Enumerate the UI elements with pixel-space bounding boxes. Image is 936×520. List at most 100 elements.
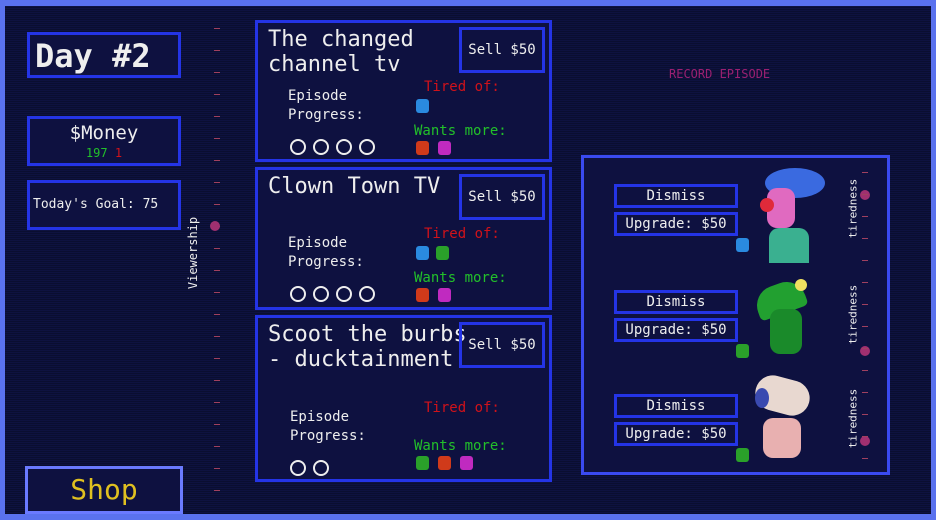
progress-slot: [359, 139, 375, 155]
progress-slot: [313, 460, 329, 476]
viewership-tick: [214, 138, 220, 139]
show-title: The changed channel tv: [268, 27, 414, 77]
upgrade-button[interactable]: Upgrade: $50: [614, 318, 738, 342]
show-card: Scoot the burbs - ducktainment Sell $50 …: [255, 315, 552, 482]
tiredness-tick: [862, 348, 868, 349]
viewership-tick: [214, 424, 220, 425]
tiredness-tick: [862, 326, 868, 327]
viewership-marker: [210, 221, 220, 231]
dismiss-button[interactable]: Dismiss: [614, 290, 738, 314]
tiredness-label: tiredness: [846, 388, 860, 449]
pink-blob-icon: [438, 141, 451, 155]
show-card: The changed channel tv Sell $50 Episode …: [255, 20, 552, 162]
viewership-tick: [214, 72, 220, 73]
tiredness-tick: [862, 392, 868, 393]
episode-progress: [290, 460, 336, 480]
episode-progress-label: Episode Progress:: [290, 409, 366, 444]
goal-label: Today's Goal: 75: [33, 197, 159, 212]
show-card: Clown Town TV Sell $50 Episode Progress:…: [255, 167, 552, 310]
viewership-label: Viewership: [186, 216, 201, 290]
viewership-tick: [214, 468, 220, 469]
money-value: 197: [85, 146, 108, 160]
pink-blob-icon: [460, 456, 473, 470]
viewership-tick: [214, 270, 220, 271]
money-box: $Money 197 1: [27, 116, 181, 166]
sell-button[interactable]: Sell $50: [459, 174, 545, 220]
day-box: Day #2: [27, 32, 181, 78]
wants-more-label: Wants more:: [414, 123, 507, 139]
tiredness-label: tiredness: [846, 178, 860, 239]
viewership-tick: [214, 314, 220, 315]
viewership-tick: [214, 94, 220, 95]
sell-button[interactable]: Sell $50: [459, 27, 545, 73]
viewership-tick: [214, 358, 220, 359]
tired-of-label: Tired of:: [424, 226, 500, 242]
viewership-tick: [214, 490, 220, 491]
tiredness-tick: [862, 414, 868, 415]
record-episode-button[interactable]: RECORD EPISODE: [669, 67, 771, 81]
episode-progress-label: Episode Progress:: [288, 235, 364, 270]
staff-panel: [581, 155, 890, 475]
tiredness-tick: [862, 282, 868, 283]
viewership-tick: [214, 116, 220, 117]
viewership-tick: [214, 160, 220, 161]
sell-button[interactable]: Sell $50: [459, 322, 545, 368]
tired-of-label: Tired of:: [424, 79, 500, 95]
blue-cube-icon: [416, 246, 429, 260]
viewership-meter: [210, 16, 224, 506]
red-cat-icon: [416, 141, 429, 155]
viewership-tick: [214, 182, 220, 183]
tiredness-tick: [862, 216, 868, 217]
upgrade-button[interactable]: Upgrade: $50: [614, 422, 738, 446]
shop-button[interactable]: Shop: [25, 466, 183, 514]
green-dino-icon: [436, 246, 449, 260]
shop-label: Shop: [70, 473, 138, 506]
viewership-tick: [214, 248, 220, 249]
dismiss-button[interactable]: Dismiss: [614, 394, 738, 418]
tiredness-tick: [862, 458, 868, 459]
money-delta: 1: [114, 146, 123, 160]
wants-more-label: Wants more:: [414, 270, 507, 286]
viewership-tick: [214, 292, 220, 293]
tiredness-marker: [860, 190, 870, 200]
dismiss-button[interactable]: Dismiss: [614, 184, 738, 208]
show-title: Scoot the burbs - ducktainment: [268, 322, 467, 372]
green-dino-character: [751, 274, 835, 370]
progress-slot: [290, 139, 306, 155]
red-cat-icon: [438, 456, 451, 470]
tiredness-marker: [860, 436, 870, 446]
viewership-tick: [214, 380, 220, 381]
progress-slot: [290, 286, 306, 302]
blue-cube-icon: [736, 238, 749, 252]
episode-progress: [290, 139, 382, 159]
viewership-tick: [214, 28, 220, 29]
green-dino-icon: [736, 344, 749, 358]
tiredness-tick: [862, 260, 868, 261]
day-label: Day #2: [35, 37, 151, 75]
viewership-tick: [214, 446, 220, 447]
episode-progress-label: Episode Progress:: [288, 88, 364, 123]
green-dino-icon: [736, 448, 749, 462]
red-cat-icon: [416, 288, 429, 302]
pink-blob-icon: [438, 288, 451, 302]
money-value-row: 197 1: [30, 146, 178, 160]
upgrade-button[interactable]: Upgrade: $50: [614, 212, 738, 236]
tiredness-marker: [860, 346, 870, 356]
money-label: $Money: [69, 122, 139, 144]
tiredness-tick: [862, 304, 868, 305]
tiredness-label: tiredness: [846, 284, 860, 345]
tiredness-tick: [862, 194, 868, 195]
game-screen: Day #2 $Money 197 1 Today's Goal: 75 Sho…: [5, 6, 931, 514]
blue-cube-icon: [416, 99, 429, 113]
progress-slot: [359, 286, 375, 302]
dog-character: [751, 371, 835, 474]
goal-box: Today's Goal: 75: [27, 180, 181, 230]
tiredness-tick: [862, 238, 868, 239]
tired-of-label: Tired of:: [424, 400, 500, 416]
tiredness-tick: [862, 436, 868, 437]
viewership-tick: [214, 402, 220, 403]
episode-progress: [290, 286, 382, 306]
green-dino-icon: [416, 456, 429, 470]
viewership-tick: [214, 50, 220, 51]
progress-slot: [290, 460, 306, 476]
